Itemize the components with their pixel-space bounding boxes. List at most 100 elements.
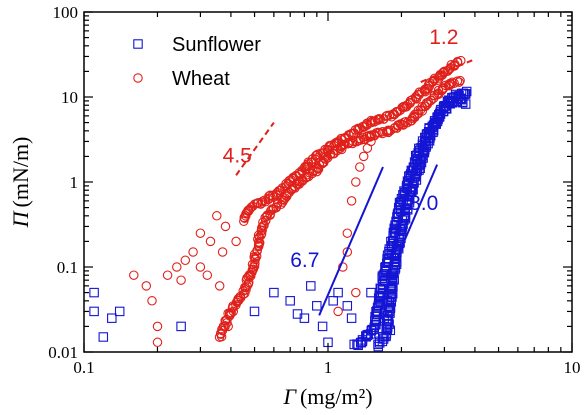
sunflower-marker [107, 313, 117, 323]
legend-label: Wheat [172, 68, 230, 90]
wheat-marker [444, 81, 454, 91]
sunflower-marker [98, 332, 109, 342]
sunflower-marker [317, 321, 328, 332]
wheat-marker [152, 337, 163, 348]
wheat-marker [397, 102, 407, 113]
wheat-marker [141, 281, 152, 291]
wheat-marker [205, 236, 216, 247]
wheat-marker [152, 321, 163, 332]
legend: Sunflower Wheat [133, 34, 261, 90]
wheat-marker [358, 132, 368, 143]
y-tick-label: 100 [53, 3, 79, 22]
slope-label: 8.0 [409, 192, 438, 215]
wheat-marker [417, 106, 428, 116]
sunflower-marker [249, 306, 260, 317]
slope-label: 6.7 [290, 249, 319, 272]
wheat-marker [129, 270, 139, 280]
sunflower-marker [269, 287, 279, 298]
plot-frame [83, 11, 573, 353]
x-tick-label: 1 [324, 358, 333, 377]
sunflower-marker [306, 281, 316, 291]
sunflower-marker [333, 287, 343, 298]
wheat-marker [264, 191, 274, 201]
wheat-marker [162, 270, 173, 280]
wheat-marker [455, 75, 465, 86]
y-tick-label: 1 [70, 173, 79, 192]
wheat-marker [310, 154, 321, 165]
sunflower-marker [379, 313, 389, 323]
slope-annotations: 1.2 4.5 6.7 8.0 [223, 26, 473, 316]
x-axis-symbol: Γ [282, 384, 297, 409]
wheat-marker [423, 83, 433, 94]
legend-label: Sunflower [172, 34, 261, 56]
wheat-marker [383, 125, 393, 136]
sunflower-marker [382, 296, 393, 306]
x-axis-title: Γ (mg/m²) [282, 384, 372, 409]
wheat-marker [365, 131, 376, 142]
wheat-marker [172, 262, 182, 272]
slope-line [235, 122, 275, 176]
wheat-marker [195, 228, 206, 238]
sunflower-marker [390, 263, 401, 273]
wheat-marker [426, 95, 436, 106]
sunflower-marker [366, 287, 376, 298]
wheat-marker [256, 223, 267, 233]
sunflower-marker [328, 296, 338, 306]
sunflower-marker [416, 153, 427, 164]
wheat-marker [147, 296, 157, 306]
slope-line [318, 166, 384, 316]
sunflower-marker [438, 106, 449, 116]
sunflower-marker [361, 331, 371, 341]
wheat-marker [366, 136, 376, 147]
x-axis-unit: (mg/m²) [300, 384, 373, 409]
wheat-marker [358, 151, 369, 162]
wheat-marker [449, 78, 459, 89]
wheat-marker [351, 177, 361, 187]
sunflower-marker [385, 325, 396, 336]
wheat-marker [250, 253, 261, 263]
sunflower-marker [89, 306, 99, 317]
sunflower-marker [285, 296, 295, 306]
wheat-marker [214, 281, 225, 291]
x-tick-label: 10 [564, 358, 581, 377]
x-tick-label: 0.1 [73, 358, 94, 377]
wheat-marker [195, 262, 206, 272]
sunflower-marker [460, 99, 471, 109]
y-axis-title: Π (mN/m) [8, 137, 33, 229]
wheat-marker [176, 275, 186, 285]
wheat-marker [217, 247, 228, 257]
sunflower-marker [299, 313, 310, 323]
wheat-marker [311, 150, 322, 160]
sunflower-marker [176, 321, 186, 332]
sunflower-series-markers [89, 86, 472, 352]
wheat-marker [245, 204, 255, 214]
sunflower-marker [89, 287, 99, 298]
y-axis-unit: (mN/m) [8, 137, 33, 208]
wheat-series-markers [129, 55, 466, 348]
wheat-marker [265, 209, 275, 220]
slope-label: 1.2 [429, 26, 458, 49]
wheat-marker [369, 131, 380, 141]
wheat-marker [250, 258, 260, 269]
sunflower-marker [346, 313, 357, 323]
wheat-marker [260, 212, 270, 223]
sunflower-legend-marker [133, 39, 143, 49]
wheat-marker [231, 236, 241, 247]
wheat-marker [212, 211, 222, 221]
wheat-marker [188, 247, 198, 257]
y-tick-label: 0.01 [48, 343, 78, 362]
sunflower-marker [394, 231, 404, 242]
sunflower-marker [114, 306, 125, 317]
wheat-marker [202, 270, 213, 280]
wheat-marker [351, 287, 361, 298]
wheat-marker [454, 77, 464, 87]
wheat-marker [223, 321, 233, 332]
wheat-marker [257, 221, 268, 231]
sunflower-marker [342, 301, 353, 311]
wheat-marker [220, 221, 231, 232]
y-tick-label: 0.1 [57, 258, 78, 277]
sunflower-marker [312, 301, 322, 311]
wheat-marker [333, 306, 343, 317]
